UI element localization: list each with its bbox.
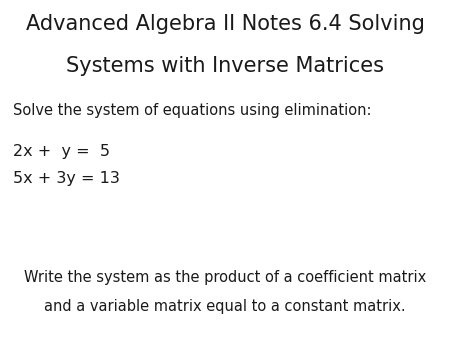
Text: Systems with Inverse Matrices: Systems with Inverse Matrices	[66, 56, 384, 76]
Text: 2x +  y =  5: 2x + y = 5	[13, 144, 110, 159]
Text: Write the system as the product of a coefficient matrix: Write the system as the product of a coe…	[24, 270, 426, 285]
Text: and a variable matrix equal to a constant matrix.: and a variable matrix equal to a constan…	[44, 299, 406, 314]
Text: Solve the system of equations using elimination:: Solve the system of equations using elim…	[13, 103, 371, 118]
Text: 5x + 3y = 13: 5x + 3y = 13	[13, 171, 120, 186]
Text: Advanced Algebra II Notes 6.4 Solving: Advanced Algebra II Notes 6.4 Solving	[26, 14, 424, 33]
